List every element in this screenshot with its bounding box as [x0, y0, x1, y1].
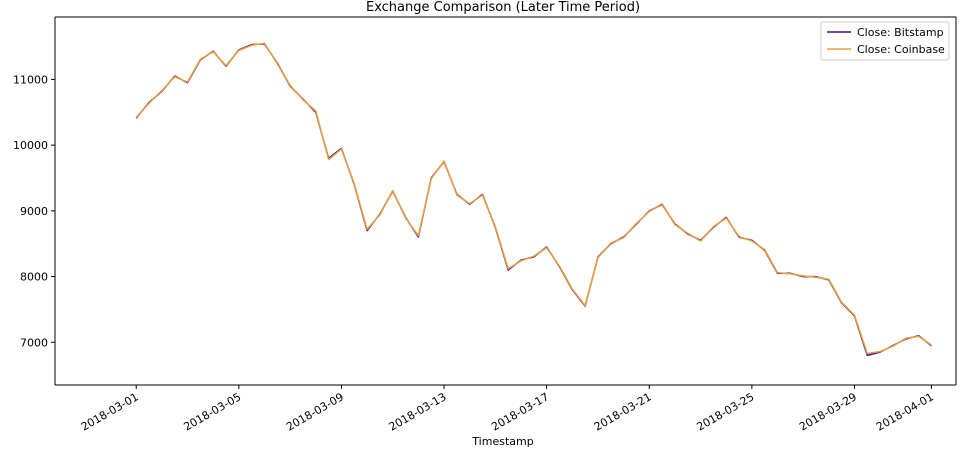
y-tick-label: 11000: [13, 73, 48, 86]
x-tick-label: 2018-03-17: [489, 390, 551, 433]
y-tick-label: 7000: [20, 336, 48, 349]
y-tick-label: 9000: [20, 205, 48, 218]
axes-layer: [54, 16, 957, 386]
x-tick-label: 2018-03-01: [79, 390, 141, 433]
legend-box: [820, 21, 950, 61]
y-tick-label: 10000: [13, 139, 48, 152]
x-tick-label: 2018-03-29: [797, 390, 859, 433]
legend-label-coinbase: Close: Coinbase: [857, 43, 945, 56]
x-tick-label: 2018-03-05: [181, 390, 243, 433]
series-line-1: [135, 42, 932, 355]
x-tick-label: 2018-03-25: [694, 390, 756, 433]
legend-label-bitstamp: Close: Bitstamp: [857, 26, 944, 39]
x-tick-label: 2018-03-13: [387, 390, 449, 433]
x-tick-label: 2018-03-21: [592, 390, 654, 433]
x-tick-label: 2018-04-01: [874, 390, 936, 433]
x-tick-label: 2018-03-09: [284, 390, 346, 433]
series-layer: [135, 42, 932, 357]
legend: Close: Bitstamp Close: Coinbase: [820, 21, 950, 61]
x-axis-label: Timestamp: [471, 435, 533, 448]
y-tick-label: 8000: [20, 271, 48, 284]
chart-title: Exchange Comparison (Later Time Period): [366, 0, 640, 15]
plot-area: [55, 17, 956, 385]
